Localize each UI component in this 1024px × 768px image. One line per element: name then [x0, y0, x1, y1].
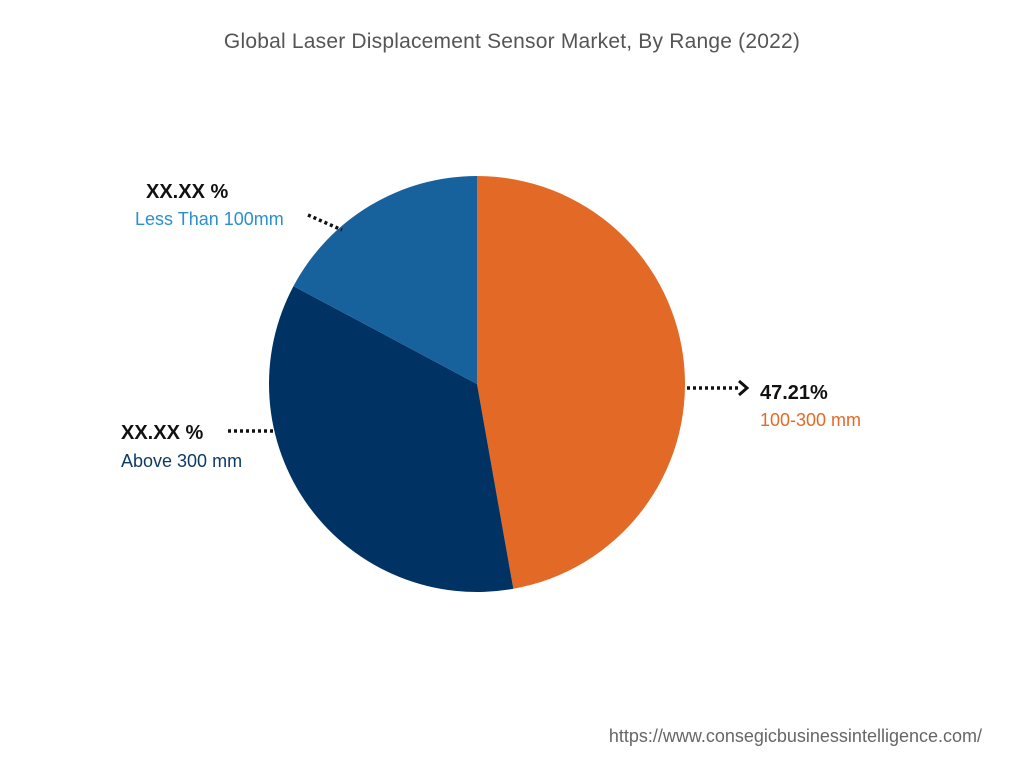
label-value-100-300: 47.21%	[760, 382, 828, 404]
chart-title: Global Laser Displacement Sensor Market,…	[223, 30, 801, 53]
arrow-head-icon	[738, 379, 750, 397]
label-name-above-300: Above 300 mm	[121, 451, 243, 471]
label-name-less-100: Less Than 100mm	[135, 209, 284, 229]
label-value-above-300: XX.XX %	[121, 422, 204, 444]
source-url[interactable]: https://www.consegicbusinessintelligence…	[608, 726, 982, 746]
label-value-less-100: XX.XX %	[146, 181, 229, 203]
pie-slice-100-300-mm	[477, 176, 686, 589]
pie-slice-above-300-mm	[269, 286, 514, 592]
label-name-100-300: 100-300 mm	[760, 410, 862, 430]
pie-slice-less-than-100mm	[293, 176, 477, 384]
leader-line-less-100	[307, 213, 343, 232]
